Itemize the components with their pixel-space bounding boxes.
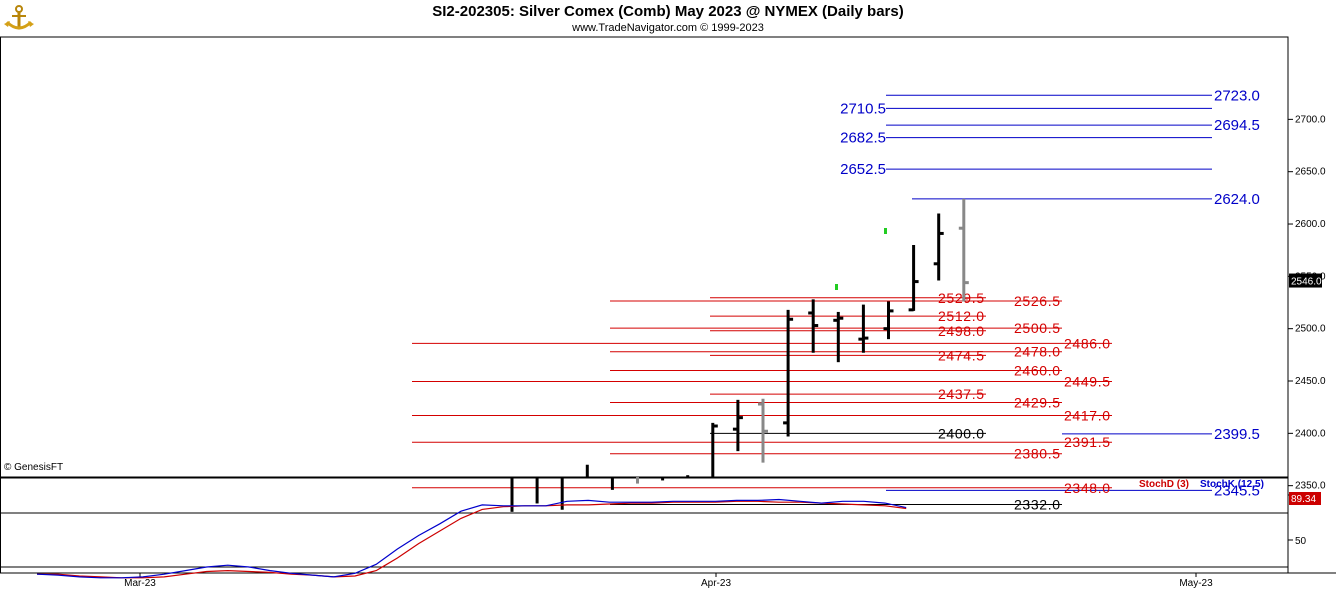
level-label-2474.5: 2474.5	[938, 347, 984, 363]
level-label-2624.0: 2624.0	[1214, 191, 1260, 208]
chart-title: SI2-202305: Silver Comex (Comb) May 2023…	[432, 3, 904, 20]
level-label-2486.0: 2486.0	[1064, 335, 1110, 351]
price-y-tick-label: 2450.0	[1295, 376, 1326, 387]
level-label-2529.5: 2529.5	[938, 290, 984, 306]
level-label-2345.5: 2345.5	[1214, 482, 1260, 499]
price-y-tick-label: 2400.0	[1295, 428, 1326, 439]
signal-marker	[884, 228, 887, 234]
stoch-legend-d: StochD (3)	[1139, 479, 1189, 490]
level-label-2498.0: 2498.0	[938, 323, 984, 339]
signal-marker	[835, 284, 838, 290]
level-label-2682.5: 2682.5	[840, 130, 886, 147]
level-label-2460.0: 2460.0	[1014, 363, 1060, 379]
price-y-tick-label: 2700.0	[1295, 114, 1326, 125]
level-label-2478.0: 2478.0	[1014, 344, 1060, 360]
price-y-tick-label: 2350.0	[1295, 481, 1326, 492]
level-label-2652.5: 2652.5	[840, 161, 886, 178]
stoch-legend-k: StochK (12,5)	[1200, 479, 1264, 490]
price-panel-frame	[0, 36, 1289, 478]
level-label-2391.5: 2391.5	[1064, 434, 1110, 450]
level-label-2512.0: 2512.0	[938, 308, 984, 324]
level-label-2500.5: 2500.5	[1014, 320, 1060, 336]
chart-header: SI2-202305: Silver Comex (Comb) May 2023…	[0, 0, 1336, 36]
price-y-tick-label: 2650.0	[1295, 167, 1326, 178]
stoch-series-d	[37, 500, 907, 579]
stoch-value-label: 89.34	[1291, 494, 1316, 505]
level-label-2526.5: 2526.5	[1014, 293, 1060, 309]
level-label-2437.5: 2437.5	[938, 386, 984, 402]
level-label-2417.0: 2417.0	[1064, 408, 1110, 424]
price-y-tick-label: 2600.0	[1295, 219, 1326, 230]
x-axis-tick-label: May-23	[1179, 578, 1213, 589]
level-label-2694.5: 2694.5	[1214, 117, 1260, 134]
stoch-series-k	[36, 498, 907, 579]
genesis-watermark: © GenesisFT	[4, 462, 64, 473]
stoch-value-box	[1289, 492, 1321, 505]
level-label-2399.5: 2399.5	[1214, 426, 1260, 443]
x-axis-tick-label: Mar-23	[124, 578, 156, 589]
last-price-label: 2546.0	[1291, 277, 1322, 288]
copyright-text: www.TradeNavigator.com © 1999-2023	[572, 22, 764, 34]
level-label-2429.5: 2429.5	[1014, 394, 1060, 410]
stoch-y-tick-label: 50	[1295, 536, 1307, 547]
last-price-box	[1289, 273, 1322, 288]
level-label-2449.5: 2449.5	[1064, 374, 1110, 390]
stoch-panel-frame	[0, 477, 1289, 574]
anchor-logo-icon	[4, 5, 34, 30]
x-axis-tick-label: Apr-23	[701, 578, 731, 589]
level-label-2348.0: 2348.0	[1064, 480, 1110, 496]
price-y-tick-label: 2500.0	[1295, 324, 1326, 335]
level-label-2723.0: 2723.0	[1214, 87, 1260, 104]
level-label-2332.0: 2332.0	[1014, 497, 1060, 513]
level-label-2400.0: 2400.0	[938, 425, 984, 441]
level-label-2380.5: 2380.5	[1014, 446, 1060, 462]
level-label-2710.5: 2710.5	[840, 100, 886, 117]
